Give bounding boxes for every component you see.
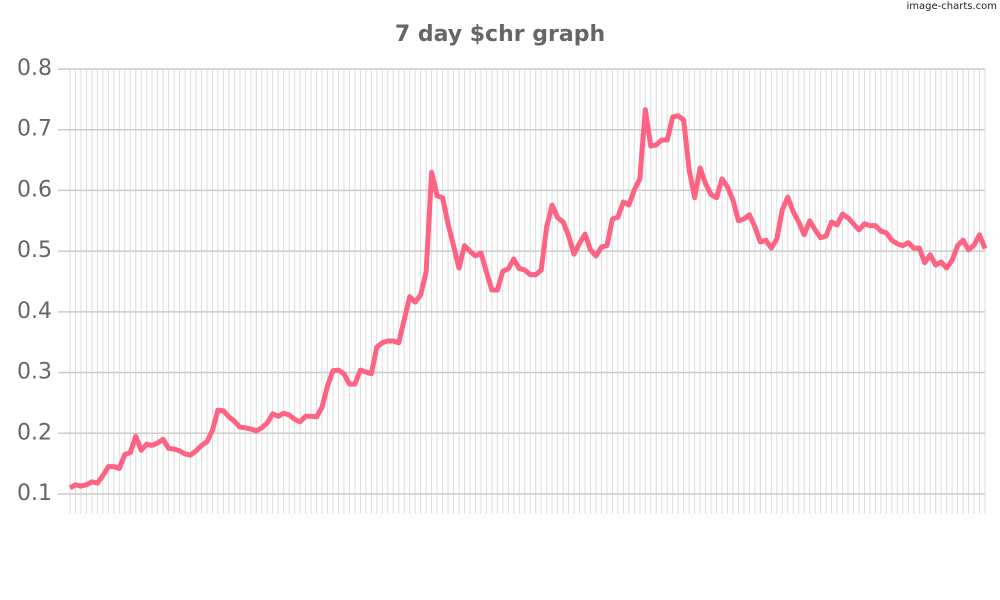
chart-title: 7 day $chr graph [395, 22, 605, 47]
y-tick-label: 0.7 [17, 117, 52, 142]
y-tick-label: 0.6 [17, 177, 52, 202]
y-tick-label: 0.5 [17, 238, 52, 263]
y-tick-label: 0.2 [17, 420, 52, 445]
y-tick-label: 0.4 [17, 299, 52, 324]
line [68, 107, 988, 491]
y-tick-label: 0.1 [17, 481, 52, 506]
y-tick-label: 0.3 [17, 360, 52, 385]
watermark: image-charts.com [907, 1, 998, 12]
y-tick-label: 0.8 [17, 56, 52, 81]
